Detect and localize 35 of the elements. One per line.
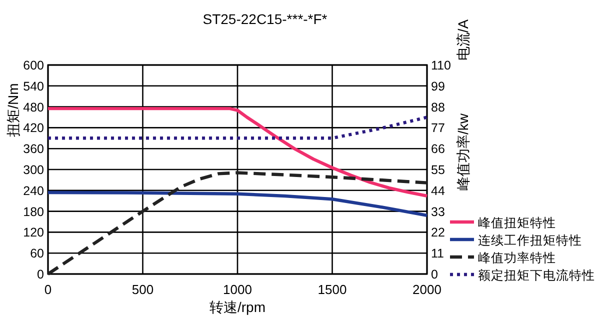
y2-tick-label: 0 — [431, 268, 438, 282]
y2-tick-label: 44 — [431, 184, 445, 198]
x-tick-label: 500 — [132, 282, 154, 297]
legend-label: 峰值功率特性 — [478, 250, 556, 265]
x-axis-title: 转速/rpm — [210, 299, 266, 315]
y-axis-title: 扭矩/Nm — [5, 83, 21, 137]
legend-label: 连续工作扭矩特性 — [478, 234, 582, 248]
y2-tick-label: 99 — [431, 79, 445, 94]
y-tick-label: 0 — [37, 268, 44, 282]
y-tick-label: 480 — [23, 100, 44, 114]
y-tick-label: 420 — [23, 121, 44, 136]
y-tick-label: 540 — [23, 79, 44, 94]
x-tick-label: 2000 — [412, 282, 442, 297]
legend-label: 额定扭矩下电流特性 — [478, 268, 595, 282]
y-tick-label: 360 — [23, 142, 44, 156]
y2-tick-label: 55 — [431, 163, 445, 177]
y2-tick-label: 110 — [431, 58, 451, 72]
y2-tick-label: 88 — [431, 100, 445, 114]
y-tick-label: 120 — [23, 226, 44, 240]
y-tick-label: 60 — [30, 246, 44, 261]
x-tick-label: 1500 — [318, 282, 347, 297]
text: 电流/A — [455, 18, 471, 61]
y2-axis-title: 峰值功率/kw — [455, 112, 471, 190]
legend-label: 峰值扭矩特性 — [478, 216, 556, 230]
x-tick-label: 1000 — [223, 282, 252, 297]
y-tick-label: 600 — [23, 58, 44, 72]
y2-tick-label: 22 — [431, 226, 445, 240]
y-tick-label: 240 — [23, 184, 44, 198]
y2-tick-label: 66 — [431, 142, 445, 156]
y2-tick-label: 33 — [431, 204, 445, 219]
y-tick-label: 300 — [23, 163, 44, 177]
y2-tick-label: 77 — [431, 121, 445, 136]
y2-tick-label: 11 — [431, 246, 444, 261]
y-tick-label: 180 — [23, 204, 44, 219]
title: ST25-22C15-***-*F* — [202, 11, 328, 27]
